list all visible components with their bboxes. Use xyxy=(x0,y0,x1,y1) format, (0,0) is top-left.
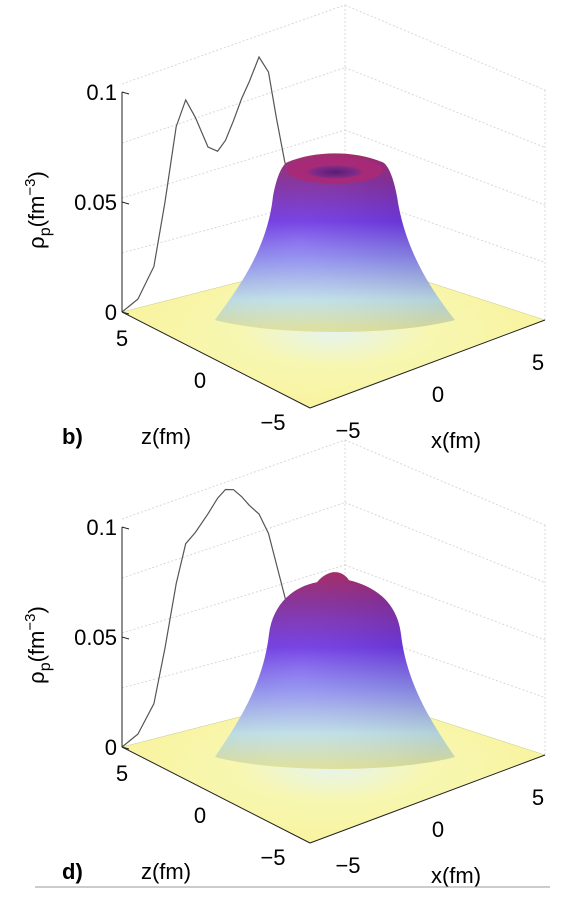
projected-profile-line xyxy=(121,55,305,313)
panel-label: d) xyxy=(62,859,83,884)
z-axis-label-subscript: p xyxy=(37,227,54,236)
surface-crater xyxy=(307,164,363,179)
surface-shading xyxy=(215,153,455,332)
y-axis-line xyxy=(121,746,311,844)
z-axis-label-close: ) xyxy=(24,606,49,613)
y-axis-line xyxy=(121,311,311,409)
y-tick-label: 5 xyxy=(116,326,128,351)
z-axis-label-exponent: −3 xyxy=(22,179,39,196)
y-axis-label: z(fm) xyxy=(141,859,191,884)
x-axis-label: x(fm) xyxy=(431,428,481,453)
grid-back-right xyxy=(344,627,546,698)
z-axis-label-close: ) xyxy=(24,171,49,178)
z-axis-label: ρp(fm−3) xyxy=(22,171,54,249)
y-tick-label: −5 xyxy=(260,410,285,435)
z-tick-label: 0 xyxy=(105,735,117,760)
top-back-edge-right xyxy=(344,439,546,526)
z-tick-mark xyxy=(121,91,130,95)
z-axis-label: ρp(fm−3) xyxy=(22,606,54,684)
y-tick-label: 0 xyxy=(194,803,206,828)
grid-back-left xyxy=(121,129,346,199)
z-tick-mark xyxy=(121,746,130,750)
x-axis-label: x(fm) xyxy=(431,863,481,888)
grid-back-left xyxy=(121,502,346,579)
x-tick-label: 0 xyxy=(432,817,444,842)
z-axis-label-unit: (fm xyxy=(24,196,49,228)
y-axis-label: z(fm) xyxy=(141,424,191,449)
y-tick-label: −5 xyxy=(260,845,285,870)
surface-shading xyxy=(215,572,455,769)
z-tick-mark xyxy=(121,201,130,205)
z-tick-label: 0.05 xyxy=(74,625,117,650)
x-tick-label: −5 xyxy=(335,418,360,443)
projected-profile-line xyxy=(121,488,305,748)
z-tick-mark xyxy=(121,526,130,530)
z-tick-label: 0.1 xyxy=(86,515,117,540)
grid-back-right xyxy=(344,502,546,583)
grid-back-right xyxy=(344,67,546,148)
z-axis-label-subscript: p xyxy=(37,662,54,671)
top-back-edge-left xyxy=(121,4,346,85)
z-tick-label: 0.05 xyxy=(74,190,117,215)
x-axis-line xyxy=(309,754,546,844)
top-back-edge-left xyxy=(121,439,346,520)
z-tick-label: 0 xyxy=(105,300,117,325)
z-tick-mark xyxy=(121,636,130,640)
z-axis-label-exponent: −3 xyxy=(22,614,39,631)
x-axis-line xyxy=(309,319,546,409)
panel-label: b) xyxy=(62,424,83,449)
density-surface xyxy=(215,153,455,332)
grid-back-left xyxy=(121,67,346,144)
z-tick-label: 0.1 xyxy=(86,80,117,105)
z-tick-mark xyxy=(121,311,130,315)
y-tick-label: 5 xyxy=(116,761,128,786)
x-tick-label: 5 xyxy=(532,350,544,375)
z-axis-label-unit: (fm xyxy=(24,631,49,663)
x-tick-label: 5 xyxy=(532,785,544,810)
density-surface xyxy=(215,572,455,769)
y-tick-label: 0 xyxy=(194,368,206,393)
grid-back-right xyxy=(344,192,546,263)
grid-back-left xyxy=(121,564,346,634)
x-tick-label: −5 xyxy=(335,853,360,878)
top-back-edge-right xyxy=(344,4,546,91)
x-tick-label: 0 xyxy=(432,382,444,407)
